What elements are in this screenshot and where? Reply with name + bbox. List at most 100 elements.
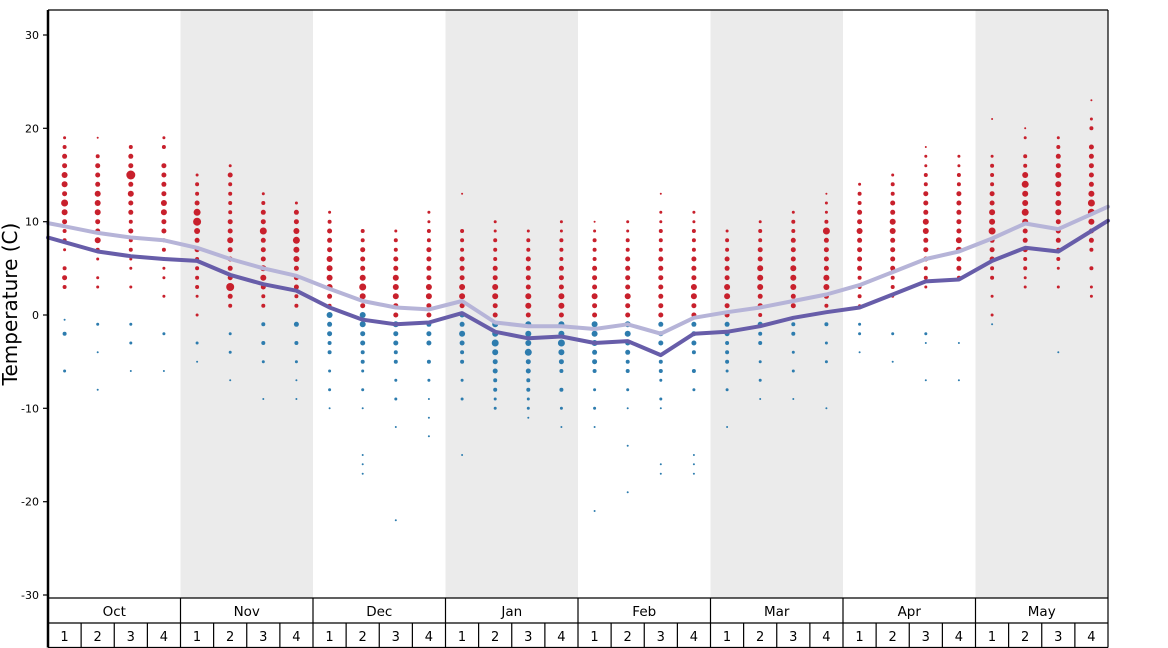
daily-max-dot — [227, 247, 233, 253]
daily-min-dot — [63, 318, 66, 321]
daily-min-dot — [824, 341, 828, 345]
daily-max-dot — [957, 164, 961, 168]
daily-max-dot — [195, 191, 200, 196]
daily-max-dot — [890, 275, 895, 280]
daily-max-dot — [1023, 285, 1027, 289]
daily-max-dot — [195, 285, 200, 289]
daily-min-dot — [361, 454, 364, 456]
daily-min-dot — [96, 351, 99, 354]
daily-max-dot — [326, 274, 333, 281]
daily-max-dot — [426, 256, 432, 262]
daily-max-dot — [956, 182, 961, 187]
month-label: May — [1028, 604, 1056, 620]
daily-min-dot — [591, 321, 598, 328]
daily-max-dot — [525, 312, 531, 318]
daily-min-dot — [228, 350, 232, 354]
daily-max-dot — [525, 265, 531, 271]
daily-max-dot — [691, 229, 696, 233]
daily-max-dot — [426, 238, 431, 243]
daily-max-dot — [824, 219, 829, 224]
week-label: 1 — [723, 630, 731, 645]
daily-max-dot — [923, 173, 928, 177]
month-label: Oct — [103, 604, 126, 620]
daily-max-dot — [129, 285, 133, 289]
daily-min-dot — [625, 359, 630, 364]
daily-max-dot — [658, 284, 664, 290]
daily-max-dot — [1088, 172, 1094, 178]
daily-min-dot — [592, 359, 598, 365]
daily-max-dot — [824, 201, 828, 205]
y-tick-label: -30 — [21, 589, 39, 602]
y-tick-label: 20 — [25, 122, 39, 135]
daily-max-dot — [625, 238, 630, 243]
daily-max-dot — [326, 256, 333, 262]
daily-max-dot — [493, 247, 498, 252]
daily-min-dot — [491, 339, 499, 347]
daily-max-dot — [94, 190, 101, 197]
daily-max-dot — [128, 163, 134, 169]
daily-max-dot — [823, 237, 829, 243]
daily-max-dot — [988, 227, 996, 235]
daily-max-dot — [558, 293, 565, 300]
daily-max-dot — [393, 312, 399, 318]
daily-max-dot — [923, 237, 929, 243]
daily-max-dot — [162, 136, 166, 140]
daily-max-dot — [659, 210, 663, 214]
daily-max-dot — [227, 228, 233, 234]
y-tick-label: -10 — [21, 402, 39, 415]
week-label: 2 — [1021, 630, 1029, 645]
daily-min-dot — [957, 342, 960, 344]
daily-max-dot — [890, 209, 896, 215]
daily-max-dot — [292, 236, 300, 244]
daily-max-dot — [691, 303, 697, 309]
daily-max-dot — [558, 265, 564, 271]
daily-max-dot — [62, 153, 68, 159]
daily-min-dot — [525, 359, 531, 365]
daily-max-dot — [161, 181, 167, 187]
daily-min-dot — [492, 368, 498, 374]
daily-min-dot — [559, 369, 564, 373]
daily-max-dot — [195, 294, 199, 298]
daily-max-dot — [989, 247, 995, 253]
daily-max-dot — [791, 219, 796, 224]
daily-max-dot — [691, 256, 697, 262]
daily-max-dot — [493, 229, 497, 233]
daily-min-dot — [726, 426, 729, 428]
month-band — [180, 10, 313, 598]
daily-max-dot — [1089, 294, 1093, 298]
daily-max-dot — [62, 285, 67, 289]
daily-max-dot — [889, 218, 896, 225]
daily-min-dot — [525, 340, 532, 346]
daily-max-dot — [293, 246, 300, 253]
daily-max-dot — [161, 172, 167, 178]
daily-max-dot — [991, 118, 994, 120]
daily-max-dot — [990, 154, 994, 158]
daily-max-dot — [1023, 136, 1027, 140]
daily-max-dot — [294, 201, 298, 205]
daily-min-dot — [527, 416, 530, 419]
daily-max-dot — [591, 293, 598, 300]
daily-max-dot — [161, 145, 166, 149]
daily-max-dot — [360, 256, 366, 262]
daily-max-dot — [1055, 172, 1062, 178]
daily-max-dot — [195, 182, 200, 187]
daily-max-dot — [459, 256, 465, 262]
daily-min-dot — [758, 360, 762, 364]
daily-max-dot — [890, 256, 896, 262]
week-label: 3 — [259, 630, 267, 645]
daily-max-dot — [1021, 180, 1029, 188]
daily-max-dot — [1055, 219, 1061, 225]
daily-max-dot — [227, 219, 233, 225]
daily-min-dot — [359, 312, 366, 318]
daily-max-dot — [724, 303, 730, 309]
daily-max-dot — [227, 172, 233, 178]
daily-max-dot — [1023, 257, 1028, 261]
daily-max-dot — [1089, 285, 1093, 289]
daily-min-dot — [195, 341, 199, 345]
daily-min-dot — [593, 426, 596, 428]
daily-min-dot — [328, 407, 331, 410]
daily-max-dot — [194, 200, 200, 206]
daily-max-dot — [526, 238, 531, 243]
month-label: Mar — [764, 604, 790, 620]
daily-max-dot — [460, 229, 465, 233]
